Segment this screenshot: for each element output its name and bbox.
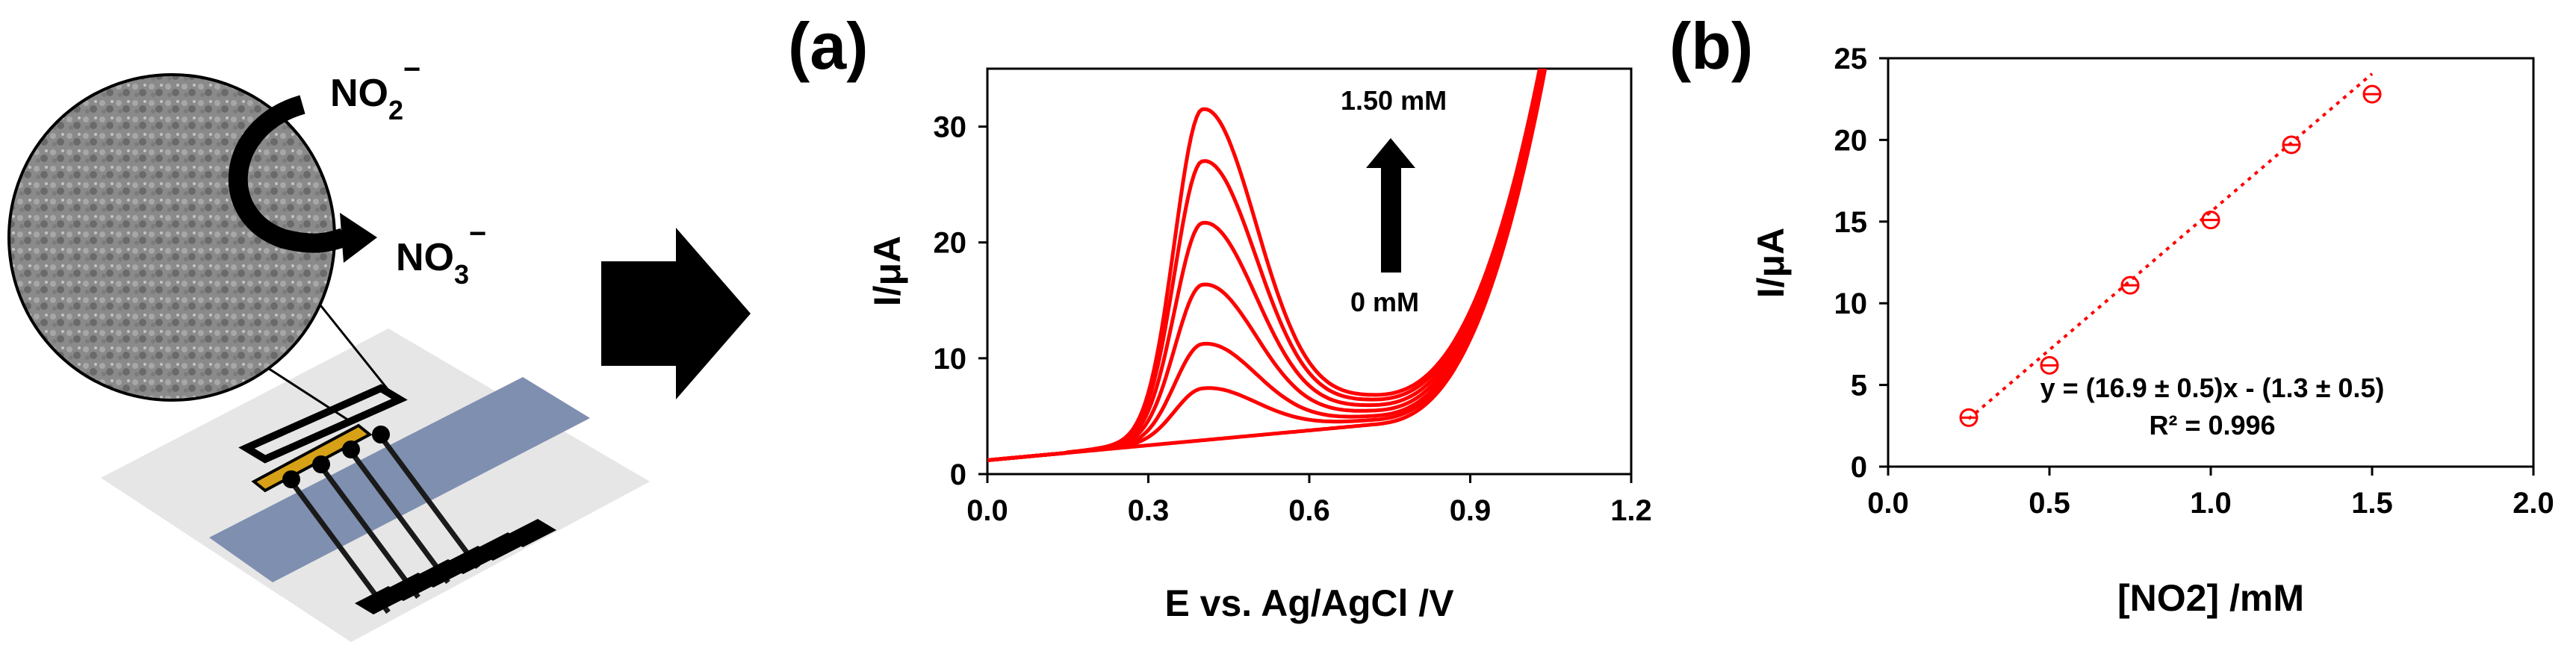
x-tick-label-a: 0.6 xyxy=(1288,494,1330,527)
y-tick-label-a: 0 xyxy=(950,458,966,491)
electrode-frame xyxy=(238,384,408,464)
x-tick-label-b: 0.0 xyxy=(1867,487,1909,520)
reaction-arrow xyxy=(228,95,347,253)
data-point xyxy=(1959,408,1978,427)
y-tick-label-b: 20 xyxy=(1834,124,1868,157)
panel-label-b: (b) xyxy=(1669,9,1753,83)
y-tick-label-b: 10 xyxy=(1834,287,1868,320)
fit-equation: y = (16.9 ± 0.5)x - (1.3 ± 0.5) xyxy=(2040,373,2385,403)
y-axis-label-b: I/μA xyxy=(1750,228,1792,298)
cv-curve xyxy=(987,69,1542,462)
x-tick-label-b: 0.5 xyxy=(2029,487,2070,520)
sensor-schematic: NO2− NO3− xyxy=(7,53,650,642)
x-tick-label-b: 1.5 xyxy=(2351,487,2393,520)
data-point xyxy=(2282,135,2301,155)
y-tick-label-b: 15 xyxy=(1834,206,1868,239)
y-tick-label-b: 25 xyxy=(1834,43,1868,75)
x-tick-label-a: 0.9 xyxy=(1450,494,1492,527)
data-point xyxy=(2201,211,2220,230)
cv-chart: (a) 0.0 0.3 0.6 0.9 1.2 0 10 20 30 1.50 mM 0 mM… xyxy=(788,9,1652,624)
x-axis-label-a: E vs. Ag/AgCl /V xyxy=(1164,582,1454,624)
annotation-top: 1.50 mM xyxy=(1341,85,1447,116)
y-axis-label-a: I/μA xyxy=(866,236,908,306)
data-point xyxy=(2040,355,2059,375)
data-point xyxy=(2120,275,2140,295)
fit-line xyxy=(1967,72,2374,420)
blue-band xyxy=(209,377,590,582)
calibration-chart: (b) 0.0 0.5 1.0 1.5 2.0 0 5 10 15 20 25 y = (16.9… xyxy=(1669,9,2554,619)
annotation-bottom: 0 mM xyxy=(1350,287,1419,317)
reaction-arrow-head xyxy=(340,213,377,263)
x-tick-label-b: 2.0 xyxy=(2513,487,2554,520)
y-tick-label-b: 0 xyxy=(1851,451,1867,484)
increase-arrow-icon xyxy=(1366,138,1415,273)
y-tick-label-a: 30 xyxy=(934,111,967,144)
y-tick-label-b: 5 xyxy=(1851,370,1867,402)
reactant-label: NO2− xyxy=(330,53,420,125)
electrode-leads xyxy=(289,435,480,614)
zoom-line xyxy=(305,287,397,400)
x-tick-label-b: 1.0 xyxy=(2190,487,2232,520)
y-tick-label-a: 10 xyxy=(934,343,967,376)
product-label: NO3− xyxy=(396,217,486,290)
x-tick-label-a: 1.2 xyxy=(1610,494,1652,527)
panel-label-a: (a) xyxy=(788,9,869,83)
transition-arrow-icon xyxy=(601,228,751,399)
gold-strip xyxy=(251,423,373,493)
x-tick-label-a: 0.3 xyxy=(1128,494,1170,527)
x-tick-label-a: 0.0 xyxy=(966,494,1008,527)
x-axis-label-b: [NO2] /mM xyxy=(2117,577,2304,619)
data-point xyxy=(2362,84,2382,104)
y-tick-label-a: 20 xyxy=(934,227,967,260)
r-squared-label: R² = 0.996 xyxy=(2149,410,2275,440)
electrode-pads xyxy=(282,426,556,614)
